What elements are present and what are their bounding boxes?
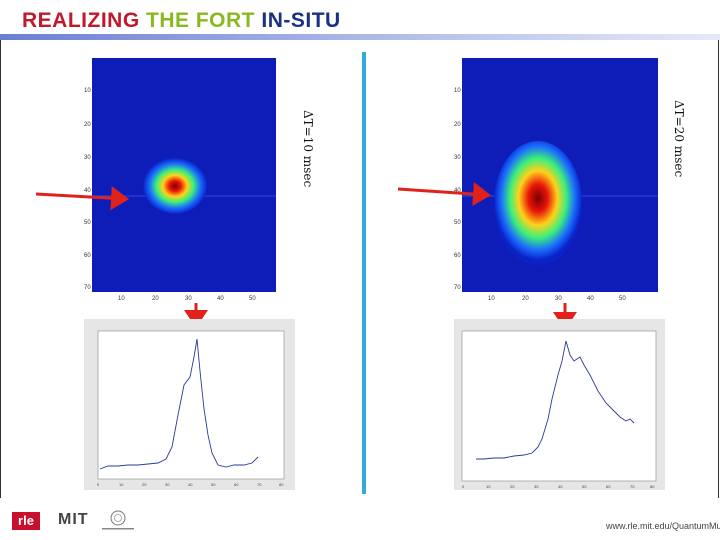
left-profile-svg: 0 10 20 30 40 50 60 70 80 [84,319,295,490]
title-part-3: IN-SITU [261,9,341,32]
left-profile-x-tick: 50 [211,482,216,487]
right-y-tick: 40 [454,188,461,194]
left-profile-x-tick: 30 [165,482,170,487]
left-profile-x-tick: 60 [234,482,239,487]
left-y-tick: 40 [84,188,91,194]
left-x-tick: 40 [217,296,224,302]
right-x-tick: 20 [522,296,529,302]
title-bar: REALIZING THE FORT IN-SITU [0,0,720,42]
left-delta-t-label: ΔT=10 msec [301,110,315,188]
left-profile-x-tick: 10 [119,482,124,487]
title-part-2: THE FORT [146,9,256,32]
mit-logo: MIT [58,511,89,528]
left-y-tick: 20 [84,122,91,128]
right-x-tick: 10 [488,296,495,302]
right-y-tick: 20 [454,122,461,128]
left-profile-x-tick: 80 [279,482,284,487]
right-y-tick: 50 [454,220,461,226]
left-density-image: 10 20 30 40 50 60 70 10 20 30 40 50 [84,58,276,302]
right-profile-curve [476,340,635,460]
right-profile-x-tick: 0 [462,484,465,489]
right-density-image-panel: 10 20 30 40 50 60 70 10 20 30 40 50 [454,58,664,302]
left-y-tick: 70 [84,285,91,291]
left-profile-x-tick: 20 [142,482,147,487]
left-density-image-panel: 10 20 30 40 50 60 70 10 20 30 40 50 [84,58,284,302]
right-x-tick: 50 [619,296,626,302]
right-profile-x-tick: 10 [486,484,491,489]
left-x-tick: 20 [152,296,159,302]
title-underline [0,34,720,40]
right-profile-x-tick: 60 [606,484,611,489]
rle-logo: rle [12,512,40,530]
center-divider [362,52,366,494]
right-profile-x-tick: 50 [582,484,587,489]
slide-frame-left [0,40,1,498]
title-part-1: REALIZING [22,9,140,32]
right-profile-axes [461,330,657,482]
left-profile-x-tick: 0 [97,482,100,487]
left-profile-plot: 0 10 20 30 40 50 60 70 80 [84,319,295,490]
left-x-tick: 30 [185,296,192,302]
right-profile-x-tick: 70 [630,484,635,489]
left-y-tick: 30 [84,155,91,161]
left-x-tick: 10 [118,296,125,302]
left-profile-x-tick: 40 [188,482,193,487]
footer-url: www.rle.mit.edu/QuantumMuri [606,521,720,531]
left-y-tick: 50 [84,220,91,226]
slide-title: REALIZING THE FORT IN-SITU [22,9,341,33]
left-y-tick: 10 [84,88,91,94]
left-profile-curve [99,338,259,470]
slide-frame-right [718,40,719,498]
right-density-image: 10 20 30 40 50 60 70 10 20 30 40 50 [454,58,658,302]
footer [0,500,720,540]
right-atom-cloud [494,141,582,265]
harvard-seal-logo [102,510,134,530]
right-profile-svg: 0 10 20 30 40 50 60 70 80 [454,319,665,490]
left-profile-axes [97,330,285,480]
right-profile-plot: 0 10 20 30 40 50 60 70 80 [454,319,665,490]
right-delta-t-label: ΔT=20 msec [672,100,686,178]
right-y-tick: 10 [454,88,461,94]
right-y-tick: 60 [454,253,461,259]
right-x-tick: 40 [587,296,594,302]
right-profile-x-tick: 80 [650,484,655,489]
right-y-tick: 30 [454,155,461,161]
left-profile-x-tick: 70 [257,482,262,487]
right-profile-x-tick: 40 [558,484,563,489]
right-profile-x-tick: 20 [510,484,515,489]
right-x-tick: 30 [555,296,562,302]
left-atom-cloud [143,158,207,214]
left-x-tick: 50 [249,296,256,302]
left-y-tick: 60 [84,253,91,259]
right-profile-x-tick: 30 [534,484,539,489]
right-y-tick: 70 [454,285,461,291]
